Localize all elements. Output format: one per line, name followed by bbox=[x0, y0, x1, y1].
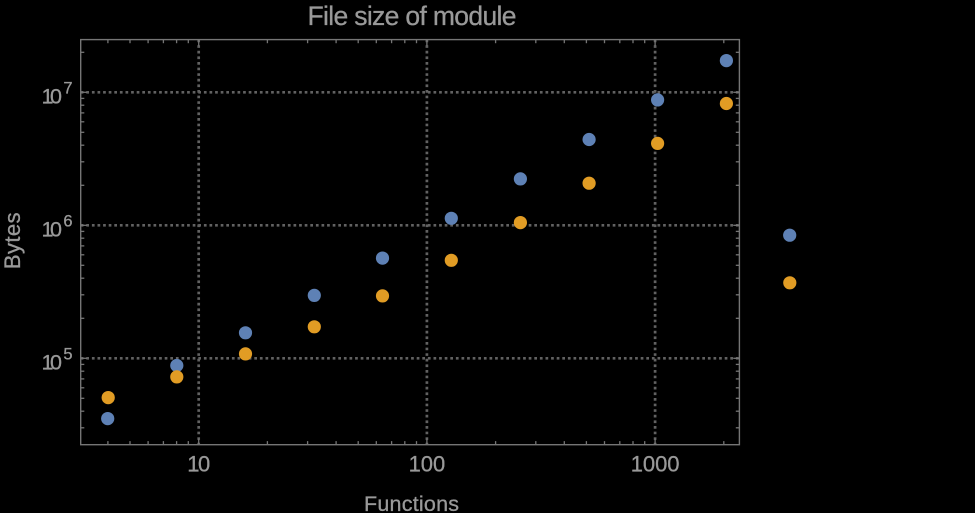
svg-text:Functions: Functions bbox=[364, 492, 459, 513]
svg-text:Bytes: Bytes bbox=[0, 212, 25, 269]
svg-text:6: 6 bbox=[63, 212, 72, 230]
svg-text:100: 100 bbox=[409, 451, 446, 476]
svg-text:10: 10 bbox=[42, 85, 63, 109]
svg-text:7: 7 bbox=[63, 79, 72, 97]
svg-text:10: 10 bbox=[42, 218, 63, 242]
svg-text:File size of module: File size of module bbox=[308, 1, 517, 31]
svg-text:5: 5 bbox=[63, 345, 72, 363]
svg-text:1000: 1000 bbox=[631, 451, 680, 476]
svg-text:10: 10 bbox=[187, 451, 210, 476]
svg-text:10: 10 bbox=[42, 351, 63, 375]
